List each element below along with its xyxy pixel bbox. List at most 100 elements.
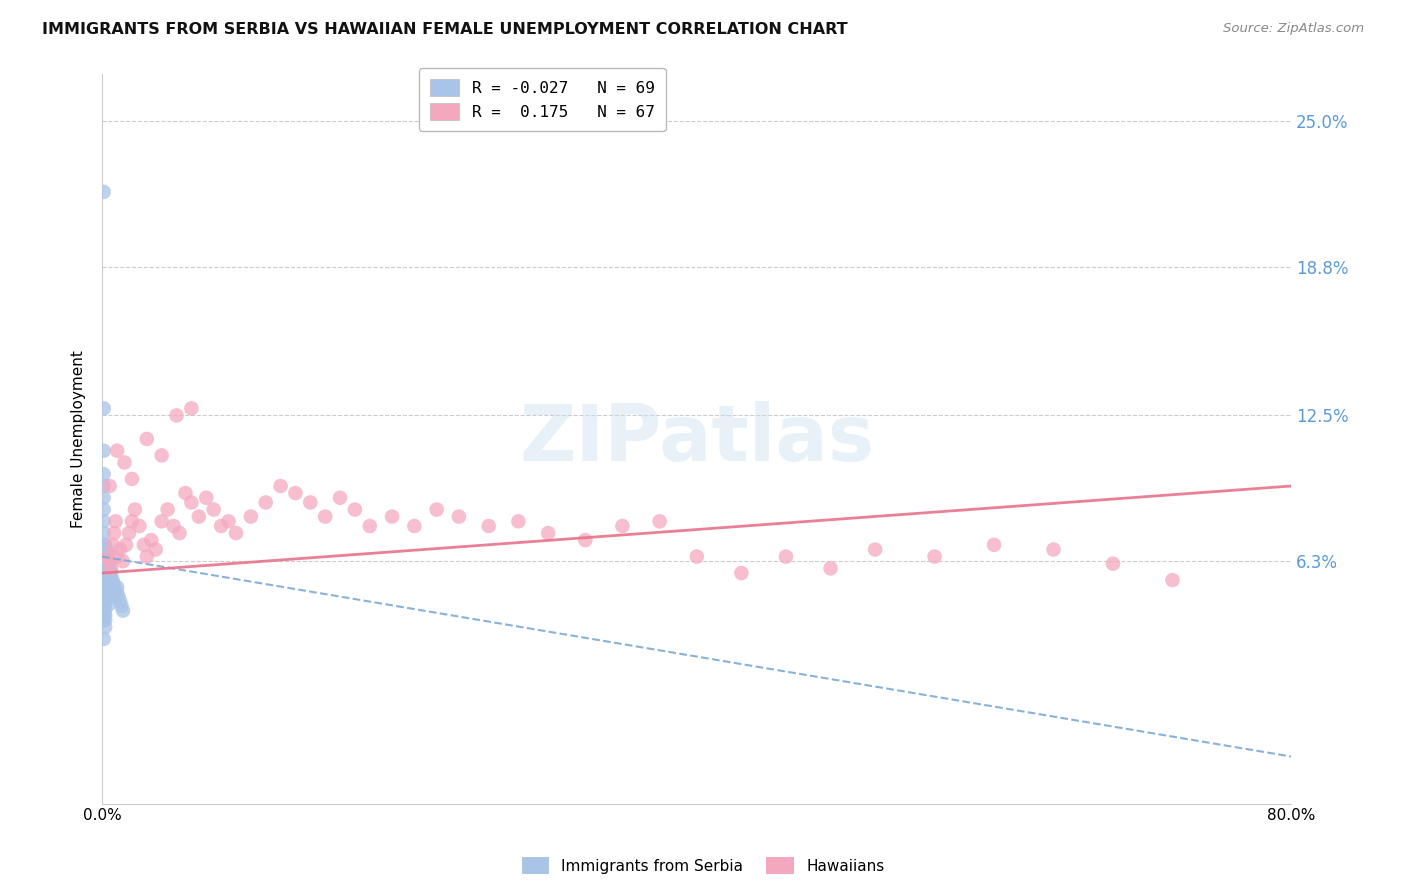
Point [94, 573, 117, 587]
Point [94, 542, 117, 557]
Point [730, 566, 752, 580]
Point [299, 495, 322, 509]
Point [93, 632, 115, 646]
Point [93, 608, 115, 623]
Point [94, 608, 117, 623]
Point [93, 542, 115, 557]
Point [94, 538, 117, 552]
Point [108, 542, 131, 557]
Point [93, 479, 115, 493]
Point [121, 472, 143, 486]
Point [93, 185, 115, 199]
Point [612, 519, 634, 533]
Point [98, 585, 121, 599]
Point [93, 538, 115, 552]
Point [100, 573, 122, 587]
Point [820, 561, 842, 575]
Point [381, 509, 404, 524]
Point [93, 554, 115, 568]
Point [94, 590, 117, 604]
Point [314, 509, 336, 524]
Point [93, 590, 115, 604]
Point [141, 533, 163, 548]
Point [98, 566, 121, 580]
Point [96, 561, 118, 575]
Point [270, 479, 292, 493]
Point [94, 613, 117, 627]
Point [118, 526, 141, 541]
Point [96, 549, 118, 564]
Point [135, 432, 157, 446]
Point [508, 514, 530, 528]
Point [574, 533, 596, 548]
Point [1042, 542, 1064, 557]
Point [103, 526, 125, 541]
Point [104, 590, 127, 604]
Point [97, 573, 120, 587]
Point [97, 549, 120, 564]
Point [93, 502, 115, 516]
Point [93, 491, 115, 505]
Point [132, 538, 155, 552]
Point [111, 554, 134, 568]
Point [96, 585, 118, 599]
Point [863, 542, 886, 557]
Point [97, 561, 120, 575]
Point [100, 561, 122, 575]
Point [775, 549, 797, 564]
Point [93, 561, 115, 575]
Point [254, 495, 277, 509]
Point [426, 502, 449, 516]
Point [98, 597, 121, 611]
Point [115, 538, 138, 552]
Point [96, 554, 118, 568]
Point [343, 502, 366, 516]
Point [94, 585, 117, 599]
Point [96, 573, 118, 587]
Legend: R = -0.027   N = 69, R =  0.175   N = 67: R = -0.027 N = 69, R = 0.175 N = 67 [419, 68, 665, 131]
Point [108, 594, 131, 608]
Point [104, 514, 127, 528]
Point [93, 401, 115, 416]
Point [101, 580, 124, 594]
Point [110, 599, 132, 613]
Point [121, 514, 143, 528]
Point [105, 580, 128, 594]
Point [94, 597, 117, 611]
Point [447, 509, 470, 524]
Point [166, 409, 188, 423]
Point [98, 573, 121, 587]
Point [101, 590, 124, 604]
Point [114, 455, 136, 469]
Point [105, 585, 128, 599]
Text: Source: ZipAtlas.com: Source: ZipAtlas.com [1223, 22, 1364, 36]
Point [329, 491, 352, 505]
Point [97, 554, 120, 568]
Point [100, 585, 122, 599]
Point [93, 526, 115, 541]
Point [93, 573, 115, 587]
Point [1102, 557, 1125, 571]
Point [150, 449, 173, 463]
Point [93, 549, 115, 564]
Point [94, 549, 117, 564]
Point [218, 514, 240, 528]
Point [124, 502, 146, 516]
Point [98, 554, 121, 568]
Point [97, 585, 120, 599]
Point [103, 578, 125, 592]
Y-axis label: Female Unemployment: Female Unemployment [72, 350, 86, 528]
Point [359, 519, 381, 533]
Point [209, 519, 232, 533]
Point [135, 549, 157, 564]
Point [195, 491, 218, 505]
Point [239, 509, 262, 524]
Point [103, 585, 125, 599]
Point [162, 519, 184, 533]
Point [145, 542, 167, 557]
Point [93, 613, 115, 627]
Point [111, 604, 134, 618]
Point [93, 585, 115, 599]
Point [156, 502, 179, 516]
Point [107, 590, 129, 604]
